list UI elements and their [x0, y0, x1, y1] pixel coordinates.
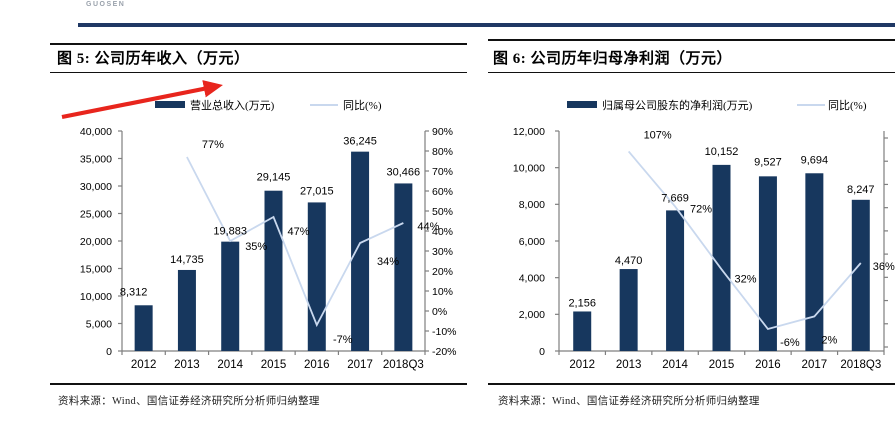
line-series-swatch [310, 104, 338, 106]
svg-text:19,883: 19,883 [213, 226, 247, 238]
svg-text:-7%: -7% [333, 334, 353, 346]
svg-text:2%: 2% [821, 334, 837, 346]
source-rule [50, 383, 467, 385]
svg-text:36,245: 36,245 [343, 136, 377, 148]
svg-text:25,000: 25,000 [80, 208, 112, 220]
title-underline [488, 71, 895, 73]
svg-text:27,015: 27,015 [300, 185, 334, 197]
chart-panel-revenue: 图 5: 公司历年收入（万元） 营业总收入(万元) 同比(%) 资料来源：Win… [50, 0, 467, 424]
panel-top-rule [488, 39, 895, 41]
svg-text:12,000: 12,000 [513, 126, 545, 138]
svg-text:10,000: 10,000 [513, 162, 545, 174]
svg-text:32%: 32% [734, 273, 756, 285]
svg-text:72%: 72% [690, 203, 712, 215]
title-underline [50, 71, 467, 73]
svg-text:9,527: 9,527 [754, 156, 782, 168]
line-series-swatch [797, 104, 825, 106]
svg-text:2018Q3: 2018Q3 [840, 359, 881, 371]
svg-text:2012: 2012 [569, 359, 595, 371]
header-rule [78, 23, 895, 27]
svg-text:2014: 2014 [217, 359, 243, 371]
svg-text:-6%: -6% [780, 337, 800, 349]
svg-text:10,152: 10,152 [705, 146, 739, 158]
svg-text:2015: 2015 [261, 359, 287, 371]
bar-series-label: 归属母公司股东的净利润(万元) [602, 100, 753, 112]
svg-text:0: 0 [106, 346, 112, 358]
svg-text:2017: 2017 [347, 359, 373, 371]
bar-series-swatch [567, 101, 597, 108]
svg-text:0: 0 [539, 346, 545, 358]
svg-text:34%: 34% [377, 256, 399, 268]
svg-text:14,735: 14,735 [170, 254, 204, 266]
svg-text:7,669: 7,669 [661, 192, 689, 204]
svg-text:36%: 36% [873, 261, 895, 273]
line-series-label: 同比(%) [343, 100, 382, 112]
source-note: 资料来源：Wind、国信证券经济研究所分析师归纳整理 [58, 396, 320, 407]
chart-title: 图 5: 公司历年收入（万元） [57, 51, 250, 67]
svg-text:20,000: 20,000 [80, 236, 112, 248]
legend: 营业总收入(万元) 同比(%) [50, 96, 467, 114]
svg-text:30,466: 30,466 [387, 166, 421, 178]
svg-text:6,000: 6,000 [519, 236, 545, 248]
svg-text:47%: 47% [287, 226, 309, 238]
svg-text:60%: 60% [432, 186, 453, 198]
svg-text:30,000: 30,000 [80, 181, 112, 193]
svg-text:10%: 10% [432, 286, 453, 298]
svg-text:2018Q3: 2018Q3 [383, 359, 424, 371]
source-rule [488, 383, 895, 385]
svg-text:80%: 80% [432, 146, 453, 158]
svg-text:35%: 35% [245, 241, 267, 253]
svg-text:40%: 40% [432, 226, 453, 238]
chart-title: 图 6: 公司历年归母净利润（万元） [493, 51, 732, 67]
svg-text:4,470: 4,470 [615, 255, 643, 267]
svg-text:70%: 70% [432, 166, 453, 178]
svg-text:-20%: -20% [432, 346, 457, 358]
svg-text:-10%: -10% [432, 326, 457, 338]
panel-top-rule [50, 43, 467, 45]
svg-text:5,000: 5,000 [86, 318, 112, 330]
svg-text:90%: 90% [432, 126, 453, 138]
line-series-label: 同比(%) [828, 100, 867, 112]
legend: 归属母公司股东的净利润(万元) 同比(%) [488, 96, 895, 114]
svg-text:2,156: 2,156 [568, 297, 596, 309]
bar-series-label: 营业总收入(万元) [190, 100, 275, 112]
svg-text:44%: 44% [417, 221, 439, 233]
bar-series-swatch [155, 101, 185, 108]
svg-text:35,000: 35,000 [80, 153, 112, 165]
svg-text:8,000: 8,000 [519, 199, 545, 211]
svg-text:4,000: 4,000 [519, 272, 545, 284]
svg-text:77%: 77% [202, 139, 224, 151]
svg-text:9,694: 9,694 [801, 154, 829, 166]
svg-text:15,000: 15,000 [80, 263, 112, 275]
svg-text:2016: 2016 [755, 359, 781, 371]
svg-text:20%: 20% [432, 266, 453, 278]
svg-text:2013: 2013 [174, 359, 200, 371]
chart-panel-net-profit: 图 6: 公司历年归母净利润（万元） 归属母公司股东的净利润(万元) 同比(%)… [488, 0, 895, 424]
svg-text:2015: 2015 [709, 359, 735, 371]
svg-text:40,000: 40,000 [80, 126, 112, 138]
svg-text:2016: 2016 [304, 359, 330, 371]
svg-text:30%: 30% [432, 246, 453, 258]
svg-text:8,312: 8,312 [120, 286, 148, 298]
svg-text:0%: 0% [432, 306, 447, 318]
svg-text:2,000: 2,000 [519, 309, 545, 321]
svg-text:8,247: 8,247 [847, 184, 875, 196]
svg-text:2017: 2017 [802, 359, 828, 371]
svg-text:50%: 50% [432, 206, 453, 218]
svg-text:2013: 2013 [616, 359, 642, 371]
svg-text:29,145: 29,145 [257, 172, 291, 184]
svg-text:107%: 107% [644, 129, 672, 141]
guosen-logo: GUOSEN [86, 1, 126, 8]
svg-text:2012: 2012 [131, 359, 157, 371]
source-note: 资料来源：Wind、国信证券经济研究所分析师归纳整理 [498, 396, 760, 407]
svg-text:2014: 2014 [662, 359, 688, 371]
svg-text:10,000: 10,000 [80, 291, 112, 303]
